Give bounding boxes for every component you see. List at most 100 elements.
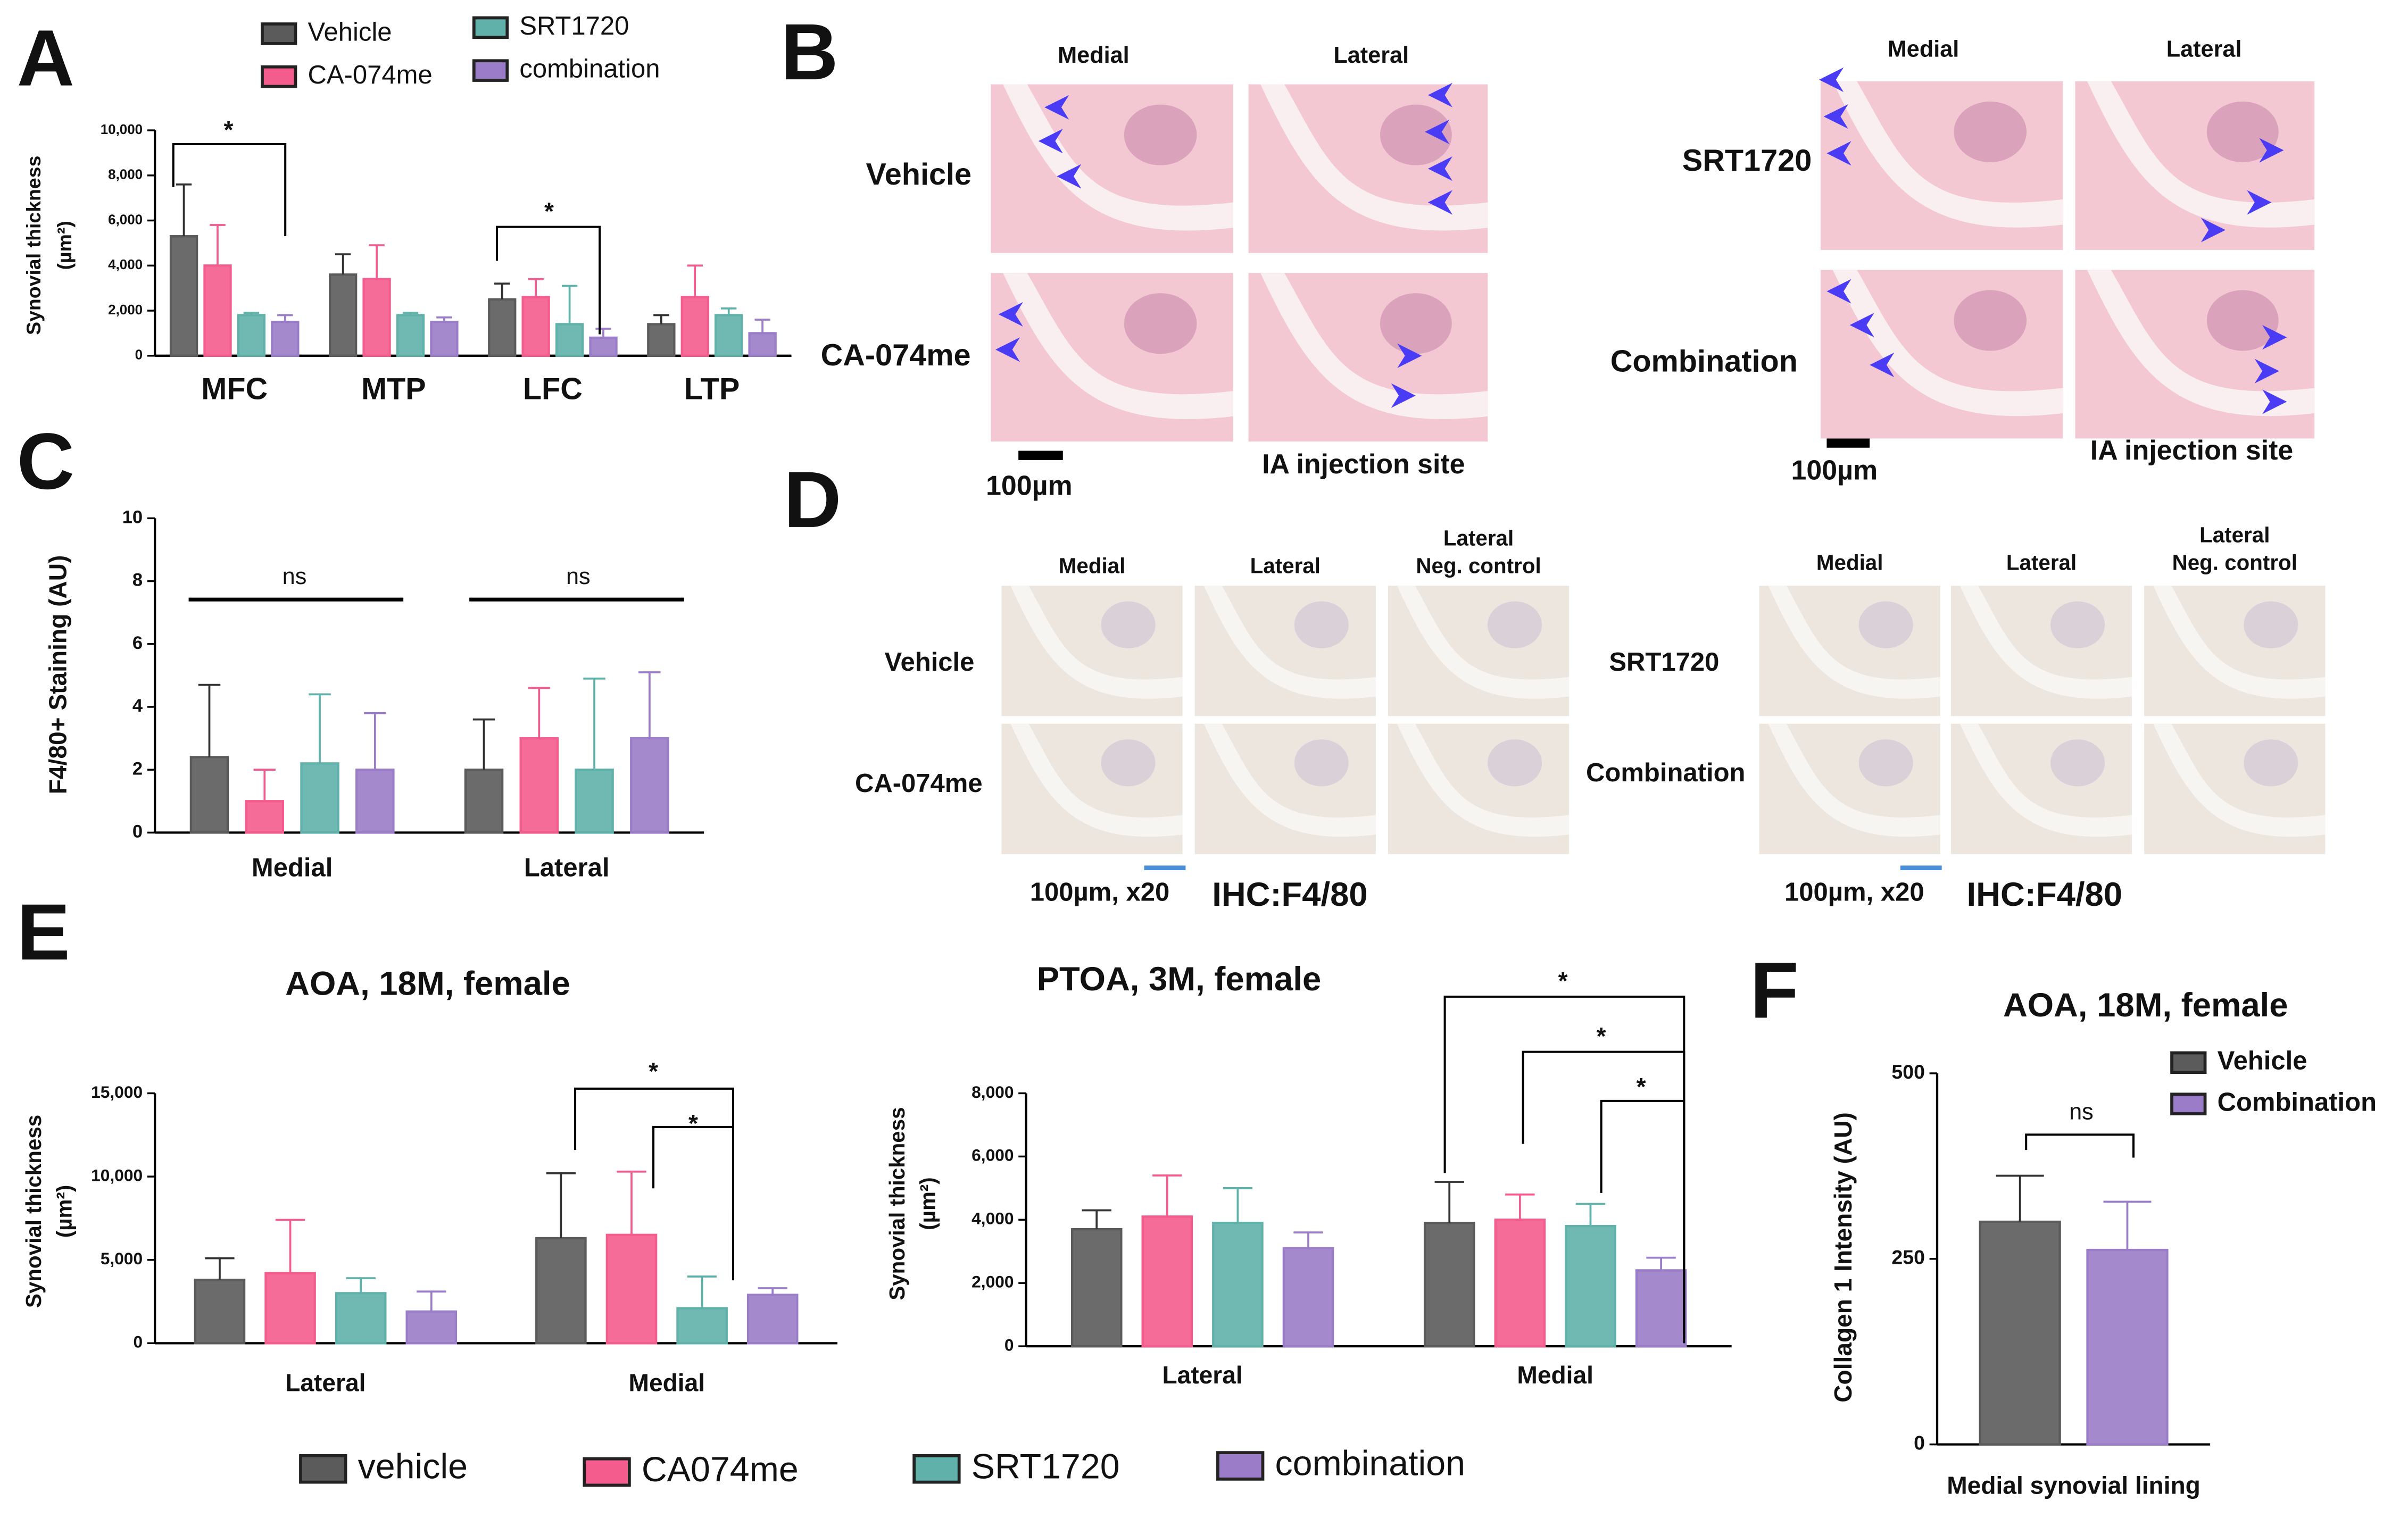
annotation: * [1637, 1073, 1646, 1100]
arrow [998, 302, 1023, 327]
y-tick-label: 4,000 [971, 1209, 1014, 1228]
x-tick-label: Medial synovial lining [1947, 1472, 2201, 1499]
chart-title: AOA, 18M, female [285, 965, 570, 1002]
tissue-gap [2087, 81, 2315, 228]
cell-cluster [1101, 739, 1156, 787]
y-axis-label: Synovial thickness [21, 1115, 46, 1308]
bar [555, 323, 584, 357]
annotation: * [649, 1057, 658, 1085]
tissue-gap [1768, 586, 1940, 699]
bar [264, 1272, 316, 1345]
y-axis-label: Collagen 1 Intensity (AU) [1829, 1112, 1857, 1403]
row-label: Combination [1610, 344, 1798, 378]
arrow [2247, 190, 2272, 215]
error-bar [335, 253, 351, 275]
arrow [1057, 164, 1082, 189]
y-axis-label: (µm²) [52, 1185, 77, 1238]
error-bar [364, 712, 386, 770]
bar [715, 314, 743, 357]
bar [1565, 1225, 1616, 1348]
bar [430, 321, 459, 357]
annotation: * [1558, 967, 1568, 995]
y-tick-label: 4,000 [108, 257, 143, 272]
arrow [1427, 156, 1453, 181]
tissue-gap [1768, 723, 1940, 837]
bar [362, 278, 391, 357]
error-bar [176, 183, 192, 237]
column-header: Lateral [1443, 526, 1514, 550]
bar [605, 1233, 658, 1345]
error-bar [369, 244, 385, 279]
bar [189, 756, 229, 834]
row-label: Vehicle [866, 157, 971, 191]
error-bar [583, 677, 605, 770]
tissue-gap [1203, 723, 1376, 837]
cell-cluster [1954, 101, 2027, 163]
legend-label: CA074me [642, 1450, 799, 1489]
significance-bracket [1600, 1099, 1685, 1339]
bar [589, 336, 618, 357]
bar [245, 800, 285, 834]
arrow [1849, 313, 1874, 338]
legend-label: Vehicle [2218, 1047, 2307, 1075]
column-header: Lateral [2199, 523, 2270, 547]
error-bar [346, 1277, 376, 1294]
error-bar [687, 1275, 717, 1308]
row-label: SRT1720 [1682, 144, 1812, 178]
x-tick-label: Medial [629, 1369, 705, 1396]
x-tick-label: MTP [361, 372, 426, 406]
scale-label: 100µm [986, 470, 1073, 501]
significance-bracket [652, 1125, 734, 1281]
error-bar [472, 718, 495, 770]
row-label: Vehicle [885, 648, 975, 677]
chart-title: PTOA, 3M, female [1037, 961, 1321, 998]
error-bar [595, 328, 611, 338]
bar [271, 321, 300, 357]
error-bar [1152, 1174, 1182, 1217]
y-axis-label: (µm²) [916, 1177, 940, 1230]
bar [1494, 1219, 1546, 1348]
bar [519, 737, 559, 834]
bar [169, 235, 198, 357]
arrow [1870, 353, 1895, 378]
cell-cluster [1488, 739, 1542, 787]
bar [355, 769, 395, 834]
tissue-gap [1203, 586, 1376, 699]
arrow [1427, 190, 1453, 215]
arrow [1425, 119, 1450, 144]
bar [1635, 1269, 1687, 1348]
bar [1282, 1247, 1334, 1348]
y-tick-label: 6 [132, 633, 143, 653]
column-header: Neg. control [2172, 551, 2297, 575]
cell-cluster [2244, 739, 2298, 787]
bar [1070, 1228, 1123, 1348]
annotation: * [688, 1110, 698, 1137]
error-bar [617, 1170, 646, 1235]
bar [396, 314, 425, 357]
panel-label: F [1750, 945, 1799, 1035]
error-bar [1223, 1187, 1253, 1223]
site-label: IA injection site [1262, 448, 1465, 479]
x-tick-label: MFC [201, 372, 268, 406]
column-header: Medial [1059, 553, 1126, 578]
annotation: ns [566, 564, 591, 589]
tissue-gap [1832, 81, 2063, 228]
error-bar [2103, 1200, 2152, 1250]
bar [680, 296, 709, 357]
tissue-gap [1010, 723, 1183, 837]
column-header: Lateral [1333, 43, 1409, 68]
cell-cluster [1101, 601, 1156, 648]
error-bar [436, 316, 452, 322]
significance-bracket [495, 226, 601, 335]
bar [676, 1307, 728, 1345]
arrow [1826, 141, 1851, 166]
arrow [1823, 104, 1848, 129]
error-bar [417, 1290, 446, 1312]
error-bar [198, 683, 221, 757]
row-label: Combination [1586, 758, 1745, 787]
arrow [1391, 383, 1416, 408]
x-tick-label: LTP [684, 372, 740, 406]
scale-label: 100µm [1791, 455, 1878, 486]
error-bar [1575, 1203, 1606, 1227]
